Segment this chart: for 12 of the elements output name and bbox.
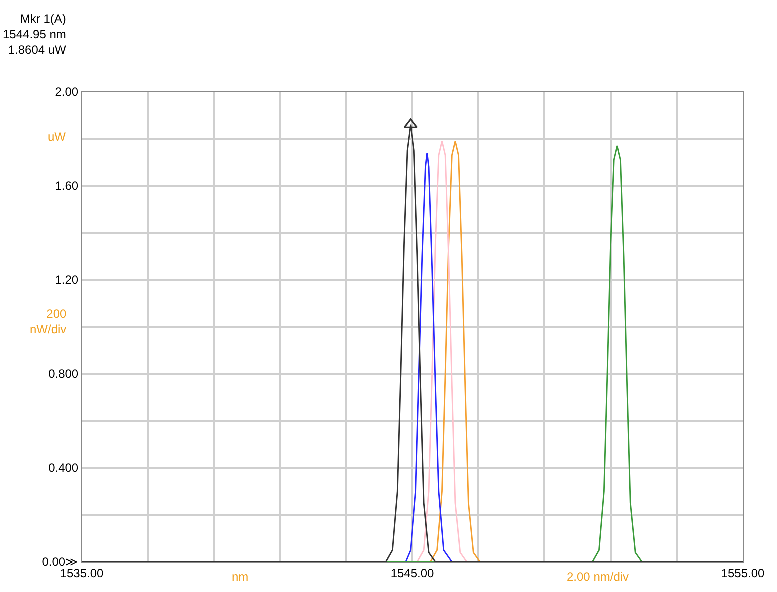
x-tick-label: 1545.00: [390, 566, 435, 580]
y-tick-label: 1.20: [55, 273, 79, 288]
text: uW: [48, 130, 67, 144]
text: nm: [232, 570, 249, 584]
y-tick-label: 1.60: [55, 179, 79, 194]
y-tick-label: 0.400: [48, 461, 79, 476]
y-tick-label: 2.00: [55, 85, 79, 100]
y-tick-label: 0.800: [48, 367, 79, 382]
text: 2.00 nm/div: [567, 570, 630, 584]
text: 200 nW/div: [30, 307, 68, 337]
x-tick-label: 1555.00: [721, 566, 766, 580]
text: Mkr 1(A) 1544.95 nm 1.8604 uW: [3, 12, 68, 58]
